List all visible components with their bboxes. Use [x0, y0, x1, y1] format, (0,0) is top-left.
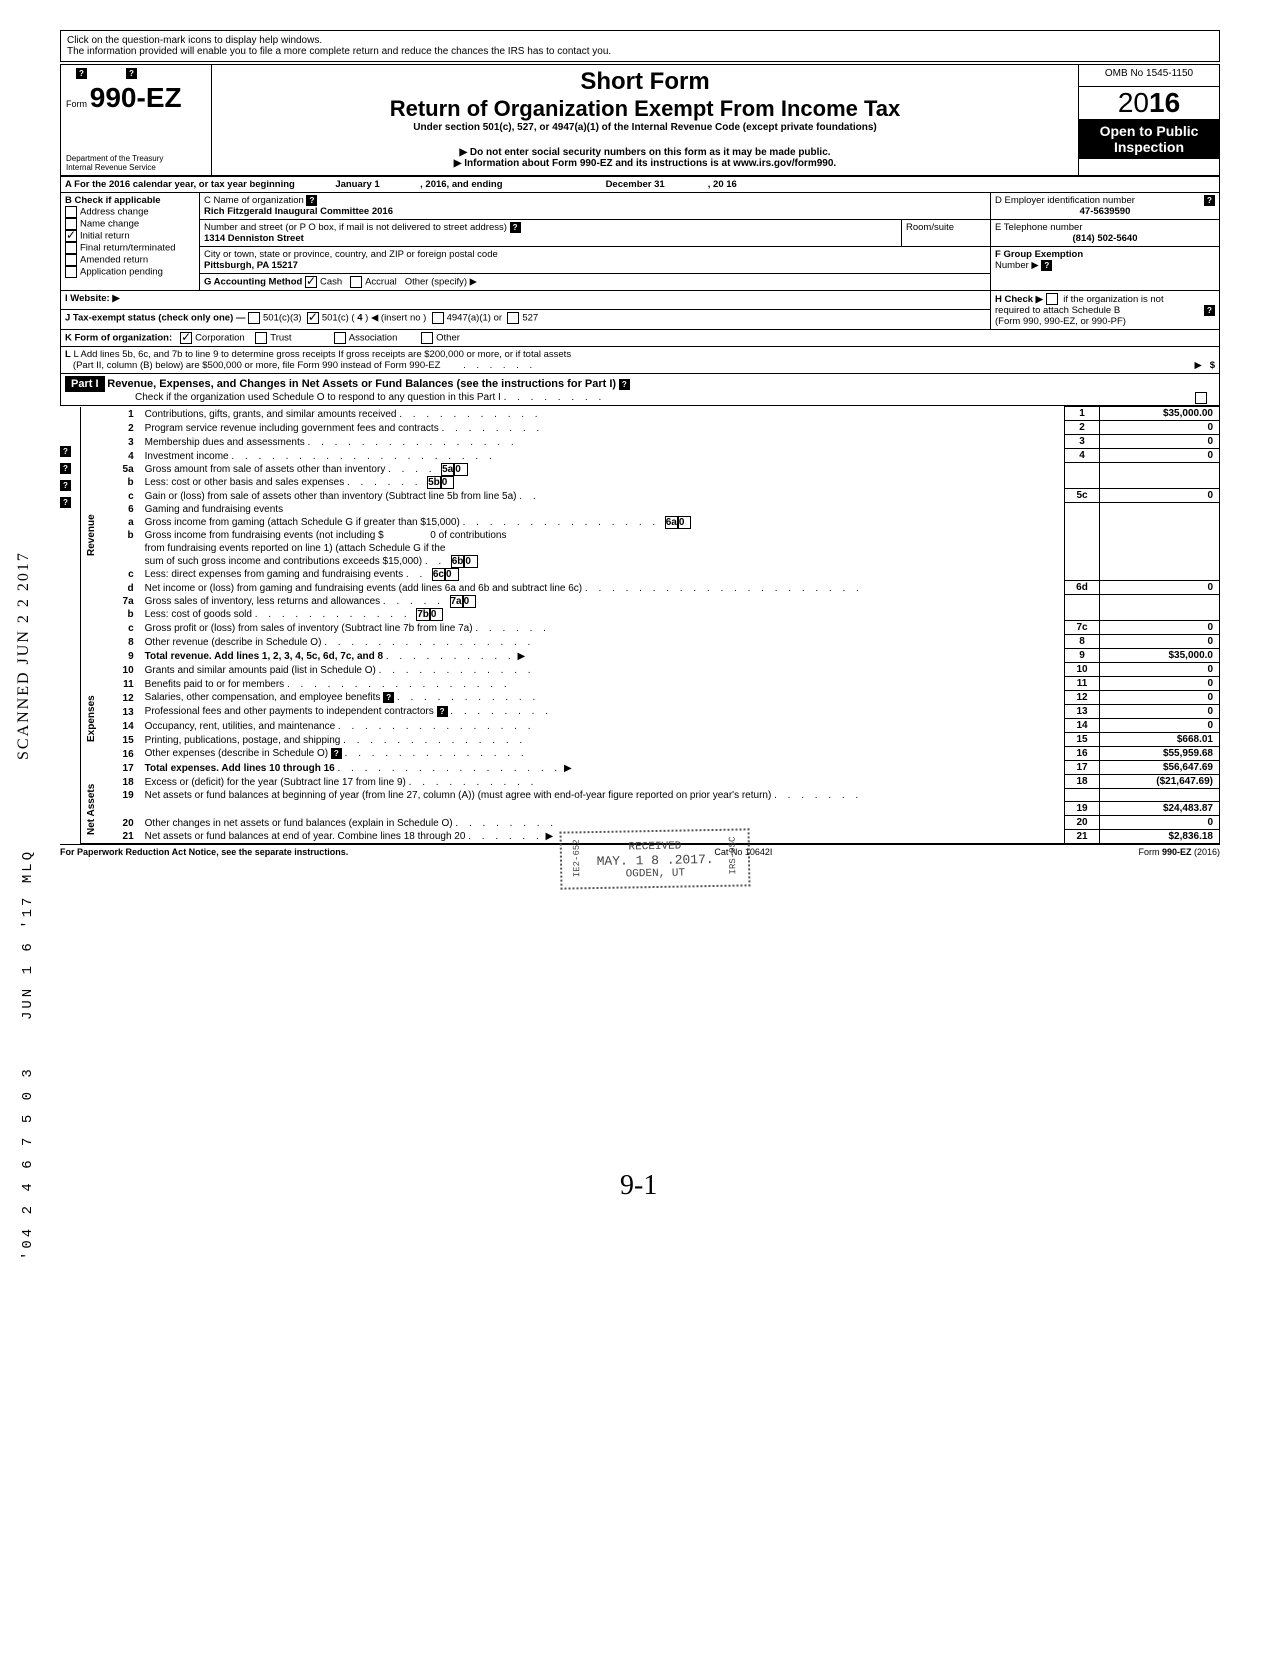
- help-icon[interactable]: ?: [383, 692, 394, 703]
- lines-table: Revenue 1 Contributions, gifts, grants, …: [80, 406, 1220, 844]
- help-icon[interactable]: ?: [331, 748, 342, 759]
- trust-checkbox[interactable]: [255, 332, 267, 344]
- initial-return-checkbox[interactable]: [65, 230, 77, 242]
- part1-label: Part I: [65, 376, 105, 392]
- received-stamp: IE2-652 RECEIVED MAY. 1 8 .2017. OGDEN, …: [560, 828, 751, 889]
- help-icon[interactable]: ?: [76, 68, 87, 79]
- help-icons-column: ? ? ? ?: [60, 406, 80, 844]
- room-label: Room/suite: [906, 222, 954, 233]
- tax-year: 2016: [1079, 87, 1219, 119]
- street: 1314 Denniston Street: [204, 233, 304, 244]
- help-icon[interactable]: ?: [60, 446, 71, 457]
- subtitle: Under section 501(c), 527, or 4947(a)(1)…: [217, 122, 1073, 133]
- phone: (814) 502-5640: [995, 233, 1215, 244]
- instruction-line1: Click on the question-mark icons to disp…: [67, 35, 322, 46]
- info-section: A For the 2016 calendar year, or tax yea…: [60, 176, 1220, 374]
- part1-title: Revenue, Expenses, and Changes in Net As…: [107, 378, 616, 390]
- omb-number: OMB No 1545-1150: [1084, 68, 1214, 79]
- help-icon[interactable]: ?: [1041, 260, 1052, 271]
- help-icon[interactable]: ?: [1204, 305, 1215, 316]
- tax-year-begin: January 1: [298, 179, 418, 190]
- tax-year-end: December 31: [565, 179, 705, 190]
- section-f-label: F Group Exemption: [995, 249, 1083, 260]
- open-public-badge: Open to PublicInspection: [1079, 119, 1219, 159]
- revenue-side-label: Revenue: [80, 407, 101, 663]
- section-g-label: G Accounting Method: [204, 277, 302, 288]
- 4947-checkbox[interactable]: [432, 312, 444, 324]
- other-checkbox[interactable]: [421, 332, 433, 344]
- amended-return-checkbox[interactable]: [65, 254, 77, 266]
- help-icon[interactable]: ?: [60, 463, 71, 474]
- section-k-label: K Form of organization:: [65, 333, 172, 344]
- net-assets-side-label: Net Assets: [80, 775, 101, 844]
- schedule-b-checkbox[interactable]: [1046, 293, 1058, 305]
- street-label: Number and street (or P O box, if mail i…: [204, 222, 507, 233]
- ssn-warning: ▶ Do not enter social security numbers o…: [217, 147, 1073, 158]
- form-ref: Form 990-EZ (2016): [1138, 847, 1220, 857]
- help-icon[interactable]: ?: [510, 222, 521, 233]
- part1-header-row: Part I Revenue, Expenses, and Changes in…: [60, 374, 1220, 406]
- form-label: Form: [66, 99, 87, 109]
- part1-check-text: Check if the organization used Schedule …: [135, 392, 501, 403]
- return-title: Return of Organization Exempt From Incom…: [217, 96, 1073, 122]
- help-icon[interactable]: ?: [60, 497, 71, 508]
- section-h-text: H Check ▶ if the organization is not: [995, 294, 1164, 305]
- form-number: 990-EZ: [90, 82, 182, 113]
- schedule-o-checkbox[interactable]: [1195, 392, 1207, 404]
- margin-date: JUN 1 6 '17 MLQ: [20, 849, 36, 1020]
- section-c-label: C Name of organization: [204, 195, 304, 206]
- address-change-checkbox[interactable]: [65, 206, 77, 218]
- section-j-label: J Tax-exempt status (check only one) —: [65, 312, 245, 323]
- section-l-text: L Add lines 5b, 6c, and 7b to line 9 to …: [73, 349, 571, 360]
- scanned-stamp: SCANNED JUN 2 2 2017: [15, 551, 33, 760]
- irs-label: Internal Revenue Service: [66, 163, 156, 172]
- city-label: City or town, state or province, country…: [204, 249, 498, 260]
- help-icon[interactable]: ?: [1204, 195, 1215, 206]
- form-header: ? ? Form 990-EZ Department of the Treasu…: [60, 64, 1220, 176]
- section-a-label: A For the 2016 calendar year, or tax yea…: [65, 179, 295, 190]
- line1-amount: $35,000.00: [1100, 407, 1220, 421]
- section-e-label: E Telephone number: [995, 222, 1083, 233]
- cash-checkbox[interactable]: [305, 276, 317, 288]
- section-b-label: B Check if applicable: [65, 195, 161, 206]
- short-form-title: Short Form: [217, 68, 1073, 96]
- instruction-line2: The information provided will enable you…: [67, 46, 611, 57]
- help-icon[interactable]: ?: [306, 195, 317, 206]
- dept-label: Department of the Treasury: [66, 154, 163, 163]
- help-icon[interactable]: ?: [619, 379, 630, 390]
- assoc-checkbox[interactable]: [334, 332, 346, 344]
- 501c-checkbox[interactable]: [307, 312, 319, 324]
- section-i-label: I Website: ▶: [65, 293, 120, 304]
- 501c3-checkbox[interactable]: [248, 312, 260, 324]
- org-name: Rich Fitzgerald Inaugural Committee 2016: [204, 206, 393, 217]
- accrual-checkbox[interactable]: [350, 276, 362, 288]
- 527-checkbox[interactable]: [507, 312, 519, 324]
- section-d-label: D Employer identification number: [995, 195, 1135, 206]
- expenses-side-label: Expenses: [80, 663, 101, 775]
- handwritten-mark: 9-1: [620, 1170, 657, 1202]
- paperwork-notice: For Paperwork Reduction Act Notice, see …: [60, 847, 348, 857]
- help-icon[interactable]: ?: [437, 706, 448, 717]
- instruction-box: Click on the question-mark icons to disp…: [60, 30, 1220, 62]
- info-link: ▶ Information about Form 990-EZ and its …: [217, 158, 1073, 169]
- final-return-checkbox[interactable]: [65, 242, 77, 254]
- ein: 47-5639590: [995, 206, 1215, 217]
- corp-checkbox[interactable]: [180, 332, 192, 344]
- help-icon[interactable]: ?: [60, 480, 71, 491]
- application-pending-checkbox[interactable]: [65, 266, 77, 278]
- margin-number: '04 2 4 6 7 5 0 3: [20, 1066, 36, 1260]
- help-icon[interactable]: ?: [126, 68, 137, 79]
- city: Pittsburgh, PA 15217: [204, 260, 298, 271]
